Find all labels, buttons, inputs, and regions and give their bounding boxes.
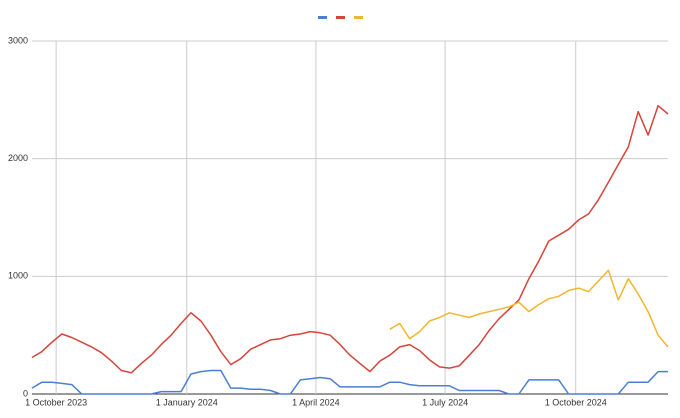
line-series bbox=[389, 269, 669, 348]
y-tick-label: 2000 bbox=[8, 153, 28, 163]
x-tick-label: 1 April 2024 bbox=[292, 397, 340, 407]
legend-swatch bbox=[354, 16, 363, 19]
y-tick-label: 1000 bbox=[8, 271, 28, 281]
legend-swatch bbox=[318, 16, 327, 19]
y-tick-label: 3000 bbox=[8, 35, 28, 45]
line-series bbox=[31, 104, 669, 374]
line-series bbox=[31, 369, 668, 395]
x-tick-label: 1 July 2024 bbox=[422, 397, 468, 407]
y-tick-label: 0 bbox=[23, 388, 28, 398]
x-tick-label: 1 January 2024 bbox=[156, 397, 218, 407]
x-tick-label: 1 October 2023 bbox=[25, 397, 87, 407]
legend-swatch bbox=[336, 16, 345, 19]
x-tick-label: 1 October 2024 bbox=[545, 397, 607, 407]
